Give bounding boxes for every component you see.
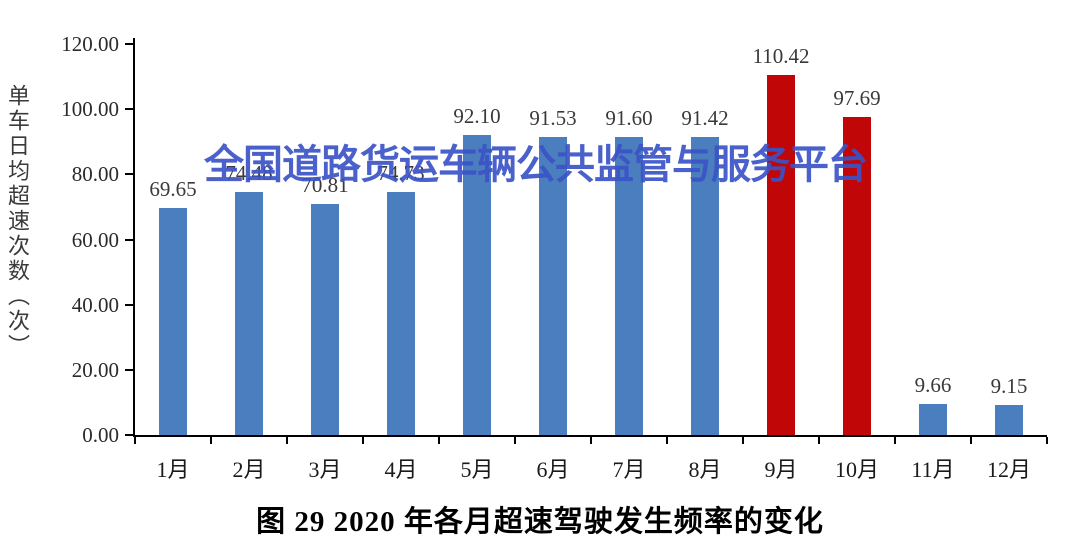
x-tick-label-8月: 8月 [688, 457, 722, 482]
y-axis-tick [125, 173, 133, 176]
x-tick-label-2月: 2月 [232, 457, 266, 482]
x-axis-tick [970, 437, 972, 444]
bar-11月 [919, 403, 947, 435]
x-tick-label-11月: 11月 [911, 457, 955, 482]
bar-7月 [615, 136, 643, 435]
x-axis-tick [1046, 437, 1048, 444]
bar-value-label-3月: 70.81 [301, 173, 349, 198]
bar-value-label-9月: 110.42 [752, 44, 810, 69]
platform-watermark: 全国道路货运车辆公共监管与服务平台 [204, 143, 868, 187]
bar-value-label-10月: 97.69 [833, 85, 881, 110]
y-tick-label: 80.00 [71, 162, 119, 187]
bar-10月 [843, 116, 871, 435]
y-axis-line [133, 38, 135, 437]
y-axis-tick [125, 368, 133, 371]
x-axis-tick [210, 437, 212, 444]
y-axis-tick [125, 238, 133, 241]
x-axis-tick [134, 437, 136, 444]
x-axis-tick [590, 437, 592, 444]
x-axis-line [133, 435, 1047, 437]
y-tick-label: 60.00 [71, 227, 119, 252]
x-tick-label-9月: 9月 [764, 457, 798, 482]
x-axis-tick [514, 437, 516, 444]
chart-caption: 图 29 2020 年各月超速驾驶发生频率的变化 [256, 506, 824, 538]
x-tick-label-10月: 10月 [834, 457, 879, 482]
bar-value-label-6月: 91.53 [529, 105, 577, 130]
bar-value-label-1月: 69.65 [149, 177, 197, 202]
bar-value-label-11月: 9.66 [914, 372, 952, 397]
bar-value-label-5月: 92.10 [453, 103, 501, 128]
bar-1月 [159, 208, 187, 435]
x-axis-tick [818, 437, 820, 444]
x-tick-label-5月: 5月 [460, 457, 494, 482]
x-tick-label-3月: 3月 [308, 457, 342, 482]
y-axis-tick [125, 303, 133, 306]
y-tick-label: 120.00 [61, 32, 119, 56]
y-tick-label: 0.00 [82, 423, 119, 447]
x-axis-tick [362, 437, 364, 444]
x-axis-tick [666, 437, 668, 444]
x-tick-label-4月: 4月 [384, 457, 418, 482]
bar-3月 [311, 204, 339, 435]
y-tick-label: 100.00 [61, 97, 119, 122]
y-tick-label: 20.00 [71, 357, 119, 382]
bar-5月 [463, 134, 491, 435]
y-axis-tick [125, 108, 133, 111]
y-axis-title: 单车日均超速次数（次） [5, 84, 30, 359]
y-tick-label: 40.00 [71, 292, 119, 317]
y-axis-tick [125, 43, 133, 45]
bar-value-label-4月: 74.73 [377, 160, 425, 185]
bar-12月 [995, 405, 1023, 435]
x-axis-tick [894, 437, 896, 444]
bar-value-label-2月: 74.48 [225, 161, 273, 186]
x-axis-tick [286, 437, 288, 444]
x-tick-label-7月: 7月 [612, 457, 646, 482]
bar-value-label-8月: 91.42 [681, 106, 729, 131]
bar-2月 [235, 192, 263, 435]
bar-value-label-12月: 9.15 [990, 374, 1028, 399]
bar-9月 [767, 75, 795, 435]
bar-value-label-7月: 91.60 [605, 105, 653, 130]
bar-8月 [691, 137, 719, 435]
x-axis-tick [742, 437, 744, 444]
x-axis-tick [438, 437, 440, 444]
x-tick-label-1月: 1月 [156, 457, 190, 482]
y-axis-tick [125, 434, 133, 436]
x-tick-label-6月: 6月 [536, 457, 570, 482]
x-tick-label-12月: 12月 [986, 457, 1031, 482]
bar-6月 [539, 136, 567, 435]
bar-4月 [387, 191, 415, 435]
